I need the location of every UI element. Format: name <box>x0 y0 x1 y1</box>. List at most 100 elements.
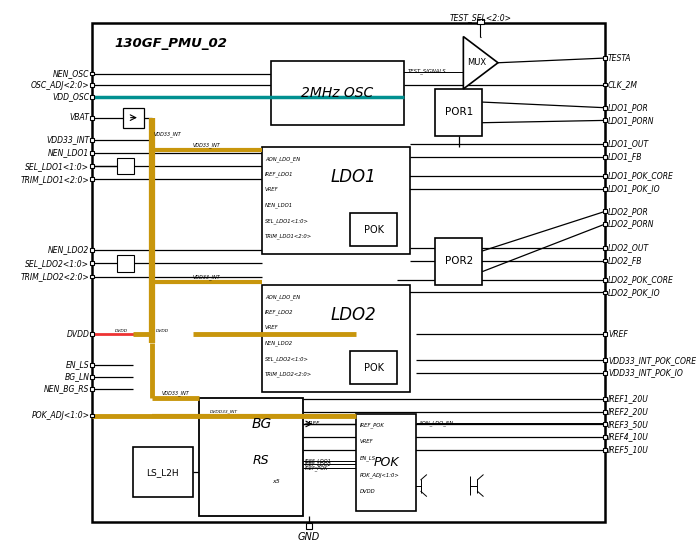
Bar <box>90 262 95 265</box>
FancyBboxPatch shape <box>350 213 398 246</box>
Bar <box>603 371 607 375</box>
Bar <box>603 82 607 86</box>
Text: VDD33_INT: VDD33_INT <box>154 132 181 137</box>
Bar <box>603 397 607 401</box>
Text: LDO1: LDO1 <box>331 168 377 186</box>
Bar <box>90 116 95 119</box>
Text: AON_LDO_EN: AON_LDO_EN <box>265 156 300 162</box>
Text: NEN_LDO1: NEN_LDO1 <box>265 202 293 208</box>
Text: IREF_POK: IREF_POK <box>304 465 328 471</box>
Text: POK_ADJ<1:0>: POK_ADJ<1:0> <box>360 472 399 478</box>
Bar <box>603 290 607 294</box>
Text: IREF_LDO2: IREF_LDO2 <box>304 461 332 467</box>
FancyBboxPatch shape <box>92 23 605 522</box>
Bar <box>306 523 312 529</box>
Text: GND: GND <box>298 532 321 542</box>
Text: POK: POK <box>364 225 384 234</box>
Text: LDO2_OUT: LDO2_OUT <box>608 243 650 252</box>
Bar <box>603 56 607 60</box>
Text: DVDD: DVDD <box>360 489 375 494</box>
Text: DVDD: DVDD <box>156 329 169 333</box>
FancyBboxPatch shape <box>133 447 192 497</box>
Bar <box>90 71 95 75</box>
Text: VREF: VREF <box>265 187 279 192</box>
Bar <box>603 187 607 191</box>
Text: VDD_OSC: VDD_OSC <box>52 92 90 101</box>
Text: VDD33_INT: VDD33_INT <box>162 390 189 396</box>
Text: POR2: POR2 <box>444 257 472 267</box>
Polygon shape <box>463 36 498 89</box>
Text: SEL_LDO2<1:0>: SEL_LDO2<1:0> <box>265 356 309 362</box>
FancyBboxPatch shape <box>199 398 303 517</box>
Bar <box>603 174 607 178</box>
Text: VREF: VREF <box>608 330 628 339</box>
Bar <box>603 410 607 414</box>
Bar <box>90 363 95 367</box>
Bar <box>477 19 484 24</box>
Text: EN_LS: EN_LS <box>360 456 376 461</box>
Text: AON_LDO_EN: AON_LDO_EN <box>418 420 453 425</box>
Text: VREF: VREF <box>306 421 320 426</box>
Text: NEN_OSC: NEN_OSC <box>53 69 90 78</box>
Text: LDO2_PORN: LDO2_PORN <box>608 220 654 228</box>
Bar <box>90 387 95 391</box>
Text: TEST_SEL<2:0>: TEST_SEL<2:0> <box>449 13 512 22</box>
Bar <box>603 222 607 226</box>
Text: SEL_LDO1<1:0>: SEL_LDO1<1:0> <box>25 161 90 171</box>
Text: VDD33_INT: VDD33_INT <box>46 135 90 144</box>
Text: POK_ADJ<1:0>: POK_ADJ<1:0> <box>32 411 90 420</box>
Text: POR1: POR1 <box>444 107 472 117</box>
Text: IREF5_10U: IREF5_10U <box>608 445 649 454</box>
Text: LDO2: LDO2 <box>331 306 377 324</box>
Text: x5: x5 <box>272 479 280 484</box>
Text: DVDD33_INT: DVDD33_INT <box>210 410 238 414</box>
Text: NEN_LDO2: NEN_LDO2 <box>48 246 90 254</box>
Text: LDO2_POK_CORE: LDO2_POK_CORE <box>608 275 674 284</box>
Text: VREF: VREF <box>265 325 279 330</box>
Bar <box>603 435 607 439</box>
Text: LDO2_POR: LDO2_POR <box>608 207 649 216</box>
FancyBboxPatch shape <box>272 61 404 125</box>
Bar <box>90 83 95 87</box>
Text: LDO1_POR: LDO1_POR <box>608 103 649 112</box>
Text: LDO1_FB: LDO1_FB <box>608 152 643 161</box>
Text: VDD33_INT: VDD33_INT <box>193 142 220 148</box>
Text: TEST_SIGNALS: TEST_SIGNALS <box>408 68 447 74</box>
Text: LS_L2H: LS_L2H <box>146 468 179 477</box>
Text: 2MHz OSC: 2MHz OSC <box>301 86 374 100</box>
Text: LDO2_FB: LDO2_FB <box>608 256 643 265</box>
Text: IREF3_50U: IREF3_50U <box>608 420 649 429</box>
Text: VBAT: VBAT <box>69 113 90 122</box>
Text: TRIM_LDO1<2:0>: TRIM_LDO1<2:0> <box>265 233 312 239</box>
Text: IREF4_10U: IREF4_10U <box>608 432 649 441</box>
FancyBboxPatch shape <box>435 238 482 285</box>
Text: TRIM_LDO2<2:0>: TRIM_LDO2<2:0> <box>21 272 90 281</box>
Text: IREF_LDO2: IREF_LDO2 <box>265 310 293 315</box>
FancyBboxPatch shape <box>350 351 398 384</box>
Bar <box>603 332 607 336</box>
Text: EN_LS: EN_LS <box>66 360 90 369</box>
Bar <box>90 414 95 418</box>
Text: LDO2_POK_IO: LDO2_POK_IO <box>608 288 661 297</box>
Text: LDO1_POK_IO: LDO1_POK_IO <box>608 184 661 194</box>
Bar <box>90 248 95 252</box>
Bar <box>603 448 607 452</box>
Bar <box>603 246 607 250</box>
Text: RS: RS <box>253 453 270 467</box>
Bar <box>603 118 607 122</box>
Bar <box>603 422 607 426</box>
Text: IREF_LDO1: IREF_LDO1 <box>265 171 293 178</box>
FancyBboxPatch shape <box>435 89 482 136</box>
FancyBboxPatch shape <box>356 414 416 511</box>
Text: VDD33_INT_POK_CORE: VDD33_INT_POK_CORE <box>608 356 696 365</box>
Bar <box>603 142 607 146</box>
Bar <box>603 155 607 159</box>
Text: LDO1_POK_CORE: LDO1_POK_CORE <box>608 171 674 181</box>
Text: LDO1_OUT: LDO1_OUT <box>608 139 650 149</box>
Text: IREF1_20U: IREF1_20U <box>608 394 649 404</box>
FancyBboxPatch shape <box>123 108 144 128</box>
Text: NEN_LDO2: NEN_LDO2 <box>265 341 293 346</box>
FancyBboxPatch shape <box>262 285 410 392</box>
Bar <box>90 275 95 278</box>
FancyBboxPatch shape <box>215 473 287 507</box>
